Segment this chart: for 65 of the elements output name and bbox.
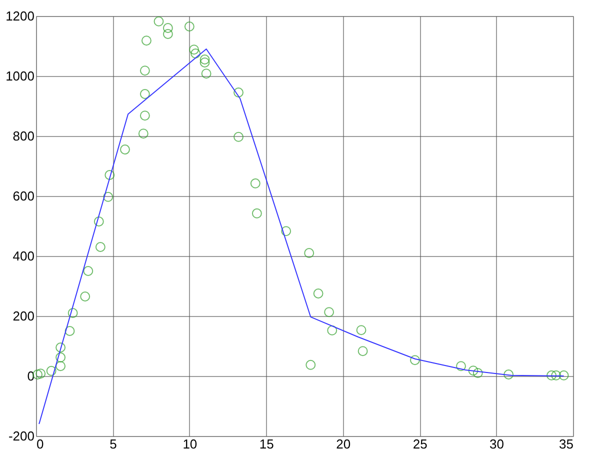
y-tick-label: -200: [8, 428, 34, 444]
point: [80, 292, 90, 302]
point: [140, 89, 150, 99]
line-series: [38, 48, 564, 424]
point: [189, 44, 200, 55]
y-tick-label: 1000: [6, 68, 34, 84]
point: [551, 370, 562, 380]
point: [327, 325, 338, 336]
y-tick-label: 1200: [6, 8, 34, 24]
point: [504, 370, 514, 380]
point: [154, 16, 164, 26]
point: [162, 23, 173, 33]
point: [306, 360, 316, 370]
point: [162, 29, 173, 39]
point: [200, 54, 210, 64]
point: [304, 248, 314, 258]
point: [83, 266, 94, 276]
point: [250, 178, 260, 188]
y-tick-label: 200: [12, 308, 34, 324]
point: [558, 370, 569, 380]
y-tick-label: 0: [27, 368, 34, 384]
y-tick-label: 800: [12, 128, 34, 144]
point: [141, 36, 152, 46]
point: [46, 366, 56, 376]
x-tick-label: 15: [259, 436, 274, 452]
point: [281, 226, 292, 236]
point: [468, 366, 478, 376]
point: [120, 144, 130, 154]
x-tick-label: 35: [559, 436, 574, 452]
point: [184, 22, 194, 32]
point: [36, 368, 46, 379]
point: [252, 208, 262, 218]
point: [140, 66, 150, 76]
point: [56, 361, 66, 372]
x-tick-label: 0: [36, 436, 44, 452]
point: [234, 132, 244, 142]
point: [56, 342, 66, 352]
point: [103, 192, 114, 202]
x-tick-label: 25: [412, 436, 428, 452]
point: [324, 307, 334, 318]
x-tick-label: 10: [182, 436, 198, 452]
point: [200, 58, 210, 68]
point: [358, 346, 368, 356]
point: [140, 110, 150, 121]
y-tick-label: 400: [12, 248, 34, 264]
point: [95, 242, 106, 252]
point: [138, 128, 148, 139]
y-tick-label: 600: [12, 188, 34, 204]
point: [104, 170, 115, 180]
x-tick-label: 30: [490, 436, 504, 452]
point: [456, 361, 466, 372]
x-tick-label: 20: [336, 436, 351, 452]
point: [356, 325, 366, 336]
point: [234, 88, 244, 98]
point: [68, 308, 78, 318]
x-tick-label: 5: [110, 436, 117, 452]
point: [190, 48, 201, 58]
point: [410, 355, 420, 366]
point: [64, 326, 75, 336]
point: [546, 370, 556, 380]
point: [201, 68, 212, 79]
point: [472, 368, 483, 378]
point: [94, 216, 104, 226]
point: [313, 288, 324, 298]
point: [56, 352, 66, 362]
